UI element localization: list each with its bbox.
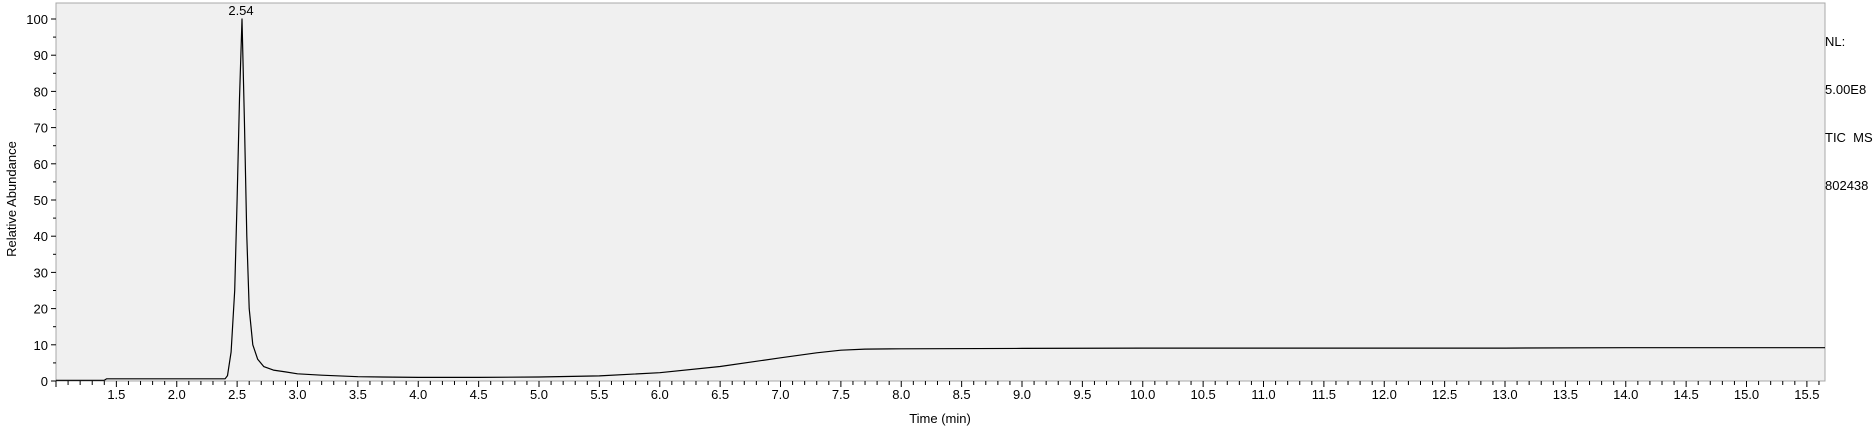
x-tick-label: 6.0 [651,387,669,402]
x-tick-label: 9.0 [1013,387,1031,402]
info-line-nl: NL: [1825,34,1846,49]
x-axis: 1.5 2.0 2.5 3.0 3.5 4.0 4.5 5.0 5.5 6.0 6.5 7.0 7.5 8… [55,381,1820,402]
y-tick-label: 70 [34,121,48,136]
x-tick-label: 5.5 [590,387,608,402]
x-tick-label: 12.0 [1372,387,1397,402]
x-tick-label: 12.5 [1432,387,1457,402]
y-tick-label: 60 [34,157,48,172]
plot-area [55,2,1826,382]
y-axis: 0 10 20 30 40 50 60 70 80 90 100 [26,12,56,389]
normalization-info: NL: 5.00E8 TIC MS 802438 [1825,2,1873,226]
x-tick-label: 10.0 [1130,387,1155,402]
x-tick-label: 2.5 [228,387,246,402]
y-axis-label: Relative Abundance [4,141,19,257]
y-tick-label: 40 [34,229,48,244]
x-tick-label: 4.0 [409,387,427,402]
x-tick-label: 13.0 [1492,387,1517,402]
y-tick-label: 30 [34,265,48,280]
x-tick-label: 8.5 [953,387,971,402]
x-tick-label: 10.5 [1190,387,1215,402]
x-tick-label: 11.5 [1312,387,1336,402]
tic-trace-line [56,18,1825,381]
x-tick-label: 15.5 [1794,387,1819,402]
info-line-filter: TIC MS [1825,130,1873,145]
x-tick-label: 3.0 [288,387,306,402]
y-tick-label: 90 [34,48,48,63]
y-tick-label: 0 [41,374,48,389]
y-tick-label: 80 [34,84,48,99]
x-tick-label: 7.5 [832,387,850,402]
x-tick-label: 6.5 [711,387,729,402]
x-tick-label: 3.5 [349,387,367,402]
y-tick-label: 100 [26,12,48,27]
x-tick-label: 8.0 [892,387,910,402]
series-layer [56,18,1825,381]
x-tick-label: 14.0 [1613,387,1638,402]
y-tick-label: 10 [34,338,48,353]
x-tick-label: 11.0 [1251,387,1275,402]
info-line-level: 5.00E8 [1825,82,1867,97]
info-line-file: 802438 [1825,178,1869,193]
x-tick-label: 13.5 [1553,387,1578,402]
x-tick-label: 14.5 [1673,387,1698,402]
x-tick-label: 7.0 [771,387,789,402]
x-axis-label: Time (min) [909,411,971,426]
x-tick-label: 15.0 [1734,387,1759,402]
x-tick-label: 9.5 [1073,387,1091,402]
x-tick-label: 1.5 [107,387,125,402]
x-tick-label: 5.0 [530,387,548,402]
peak-label: 2.54 [228,3,253,18]
y-tick-label: 20 [34,302,48,317]
x-tick-label: 2.0 [168,387,186,402]
y-tick-label: 50 [34,193,48,208]
x-tick-label: 4.5 [470,387,488,402]
